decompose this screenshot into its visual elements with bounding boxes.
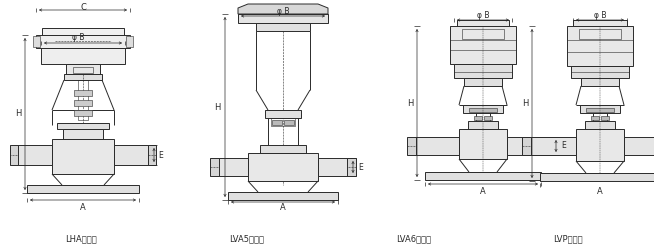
Bar: [567, 26, 633, 66]
Bar: [601, 116, 609, 120]
Bar: [576, 129, 624, 161]
Bar: [550, 137, 559, 155]
Bar: [73, 67, 93, 73]
Bar: [522, 137, 531, 155]
Bar: [42, 28, 124, 35]
Text: LVA5执行器: LVA5执行器: [229, 234, 264, 243]
Text: LVA6执行器: LVA6执行器: [396, 234, 431, 243]
Text: φ B: φ B: [477, 11, 489, 19]
Bar: [148, 145, 156, 165]
Bar: [476, 113, 490, 121]
Bar: [78, 80, 88, 120]
Bar: [347, 158, 356, 176]
Text: H: H: [15, 110, 21, 118]
Bar: [581, 78, 619, 86]
Bar: [63, 129, 103, 139]
Text: LVP执行器: LVP执行器: [553, 234, 582, 243]
Bar: [36, 35, 130, 48]
Bar: [210, 158, 219, 176]
Text: LHA执行器: LHA执行器: [65, 234, 97, 243]
Text: C: C: [80, 3, 86, 12]
Bar: [591, 116, 599, 120]
Bar: [580, 105, 620, 113]
Text: φ B: φ B: [72, 34, 84, 43]
Bar: [484, 116, 492, 120]
Bar: [579, 29, 621, 39]
Bar: [284, 120, 294, 125]
Bar: [415, 137, 459, 155]
Bar: [463, 105, 503, 113]
Bar: [33, 36, 40, 47]
Bar: [318, 158, 348, 176]
Bar: [462, 29, 504, 39]
Bar: [218, 158, 248, 176]
Text: E: E: [561, 142, 566, 150]
Bar: [126, 36, 133, 47]
Bar: [228, 192, 338, 200]
Bar: [407, 137, 416, 155]
Polygon shape: [238, 4, 328, 14]
Bar: [66, 64, 100, 74]
Bar: [507, 137, 551, 155]
Polygon shape: [64, 74, 102, 80]
Bar: [10, 145, 18, 165]
Bar: [624, 137, 654, 155]
Bar: [248, 153, 318, 181]
Bar: [74, 110, 92, 116]
Bar: [260, 145, 306, 153]
Text: A: A: [597, 187, 603, 197]
Bar: [52, 139, 114, 174]
Bar: [271, 118, 295, 126]
Bar: [272, 120, 282, 125]
Bar: [238, 14, 328, 23]
Text: φ B: φ B: [277, 7, 289, 16]
Bar: [469, 108, 497, 112]
Bar: [540, 173, 654, 181]
Bar: [57, 123, 109, 129]
Bar: [74, 90, 92, 96]
Bar: [265, 110, 301, 118]
Bar: [41, 48, 125, 64]
Bar: [585, 121, 615, 129]
Text: A: A: [80, 203, 86, 211]
Bar: [27, 185, 139, 193]
Bar: [474, 116, 482, 120]
Text: H: H: [214, 103, 220, 111]
Bar: [256, 23, 310, 31]
Text: A: A: [280, 204, 286, 212]
Bar: [593, 113, 607, 121]
Text: E: E: [358, 163, 363, 172]
Bar: [573, 20, 627, 26]
Text: A: A: [480, 186, 486, 196]
Text: H: H: [407, 99, 413, 108]
Bar: [457, 20, 509, 26]
Bar: [454, 64, 512, 78]
Bar: [114, 145, 149, 165]
Bar: [450, 26, 516, 64]
Bar: [459, 129, 507, 159]
Bar: [425, 172, 541, 180]
Bar: [468, 121, 498, 129]
Bar: [464, 78, 502, 86]
Bar: [74, 100, 92, 106]
Text: φ B: φ B: [594, 11, 606, 19]
Bar: [17, 145, 52, 165]
Text: E: E: [158, 150, 163, 160]
Bar: [571, 66, 629, 78]
Bar: [530, 137, 576, 155]
Bar: [586, 108, 614, 112]
Text: H: H: [522, 99, 528, 108]
